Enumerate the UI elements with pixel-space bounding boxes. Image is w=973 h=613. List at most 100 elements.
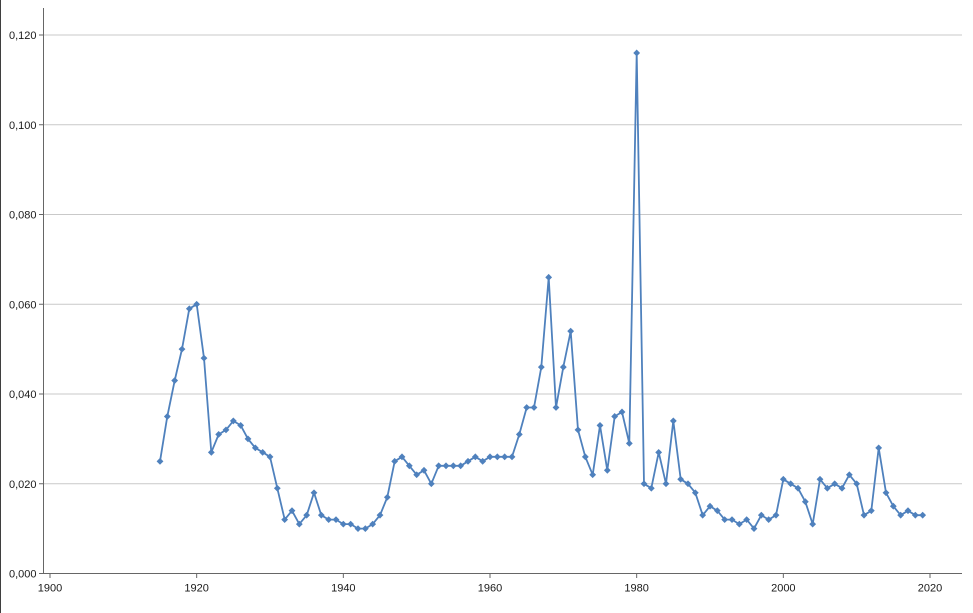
data-point-marker (303, 511, 311, 519)
data-point-marker (640, 480, 648, 488)
data-point-marker (405, 462, 413, 470)
data-point-marker (163, 413, 171, 420)
data-point-marker (823, 484, 831, 492)
data-point-marker (618, 408, 626, 416)
data-point-marker (457, 462, 465, 470)
y-tick-label: 0,060 (9, 299, 37, 311)
data-point-marker (398, 453, 406, 461)
data-point-marker (816, 475, 824, 483)
x-tick-label: 1960 (478, 583, 502, 595)
data-point-marker (728, 516, 736, 524)
data-point-marker (471, 453, 479, 461)
data-point-marker (464, 457, 472, 465)
data-point-marker (339, 520, 347, 528)
data-point-marker (545, 273, 553, 281)
data-point-marker (838, 484, 846, 492)
data-point-marker (699, 511, 707, 519)
data-point-marker (200, 354, 208, 362)
data-point-marker (809, 520, 817, 528)
y-tick-label: 0,020 (9, 479, 37, 491)
data-point-marker (721, 516, 729, 524)
data-point-marker (413, 471, 421, 479)
data-point-marker (493, 453, 501, 461)
data-point-marker (574, 426, 582, 434)
data-point-marker (757, 511, 765, 519)
data-point-marker (185, 305, 193, 313)
data-point-marker (435, 462, 443, 470)
data-point-marker (831, 480, 839, 488)
data-point-marker (171, 377, 179, 384)
data-point-marker (735, 520, 743, 528)
data-point-marker (875, 444, 883, 452)
data-point-marker (552, 404, 560, 411)
data-point-marker (904, 507, 912, 515)
y-tick-label: 0,040 (9, 389, 37, 401)
data-point-marker (310, 489, 318, 497)
data-point-marker (655, 448, 663, 456)
data-point-marker (794, 484, 802, 492)
data-point-marker (647, 484, 655, 492)
x-tick-label: 1920 (184, 583, 208, 595)
data-point-marker (603, 466, 611, 474)
data-point-marker (772, 511, 780, 519)
data-point-marker (156, 457, 164, 465)
data-point-marker (361, 525, 369, 533)
data-point-marker (867, 507, 875, 515)
data-point-marker (567, 327, 575, 335)
data-point-marker (449, 462, 457, 470)
data-point-marker (911, 511, 919, 519)
data-point-marker (295, 520, 303, 528)
x-tick-label: 2000 (771, 583, 795, 595)
data-point-marker (779, 475, 787, 483)
data-point-marker (750, 525, 758, 533)
data-point-marker (669, 417, 677, 425)
data-point-marker (787, 480, 795, 488)
x-tick-label: 2020 (918, 583, 942, 595)
data-point-marker (559, 363, 567, 371)
data-point-marker (222, 426, 230, 434)
data-point-marker (633, 49, 641, 57)
data-point-marker (889, 502, 897, 510)
data-point-marker (523, 404, 531, 411)
x-tick-label: 1940 (331, 583, 355, 595)
data-point-marker (420, 466, 428, 474)
data-point-marker (508, 453, 516, 461)
data-point-marker (589, 471, 597, 479)
data-point-marker (677, 475, 685, 483)
data-point-marker (273, 484, 281, 492)
data-point-marker (479, 457, 487, 465)
data-point-marker (266, 453, 274, 461)
data-point-marker (369, 520, 377, 528)
data-point-marker (743, 516, 751, 524)
data-point-marker (801, 498, 809, 506)
x-tick-label: 1900 (38, 583, 62, 595)
data-point-marker (765, 516, 773, 524)
data-point-marker (244, 435, 252, 443)
data-point-marker (581, 453, 589, 461)
data-point-marker (530, 404, 538, 411)
data-point-marker (897, 511, 905, 519)
data-point-marker (515, 430, 523, 438)
data-point-marker (251, 444, 259, 452)
data-point-marker (288, 507, 296, 515)
data-point-marker (325, 516, 333, 524)
x-tick-label: 1980 (624, 583, 648, 595)
data-point-marker (537, 363, 545, 371)
data-point-marker (860, 511, 868, 519)
data-point-marker (611, 413, 619, 420)
data-point-marker (882, 489, 890, 497)
data-point-marker (691, 489, 699, 497)
data-point-marker (501, 453, 509, 461)
data-point-marker (391, 457, 399, 465)
data-point-marker (486, 453, 494, 461)
data-point-marker (229, 417, 237, 425)
y-tick-label: 0,080 (9, 210, 37, 222)
data-point-marker (281, 516, 289, 524)
data-point-marker (354, 525, 362, 533)
data-point-marker (662, 480, 670, 488)
data-point-marker (237, 422, 245, 429)
data-point-marker (427, 480, 435, 488)
data-point-marker (853, 480, 861, 488)
